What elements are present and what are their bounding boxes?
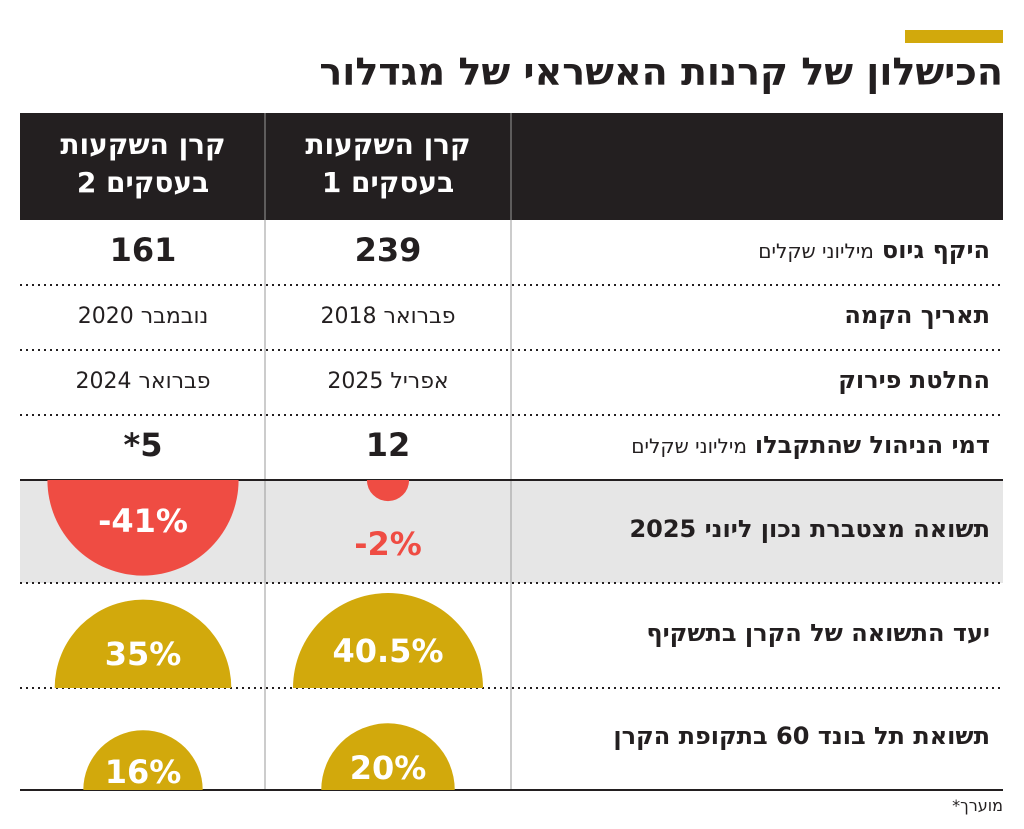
value: 239 [354, 230, 422, 269]
semicircle [321, 723, 455, 790]
value: נובמבר 2020 [77, 303, 209, 329]
column-header: קרן השקעות [305, 128, 471, 161]
value: 161 [109, 230, 177, 269]
accent-bar [905, 30, 1003, 43]
row-label: היקף גיוס מיליוני שקלים [758, 236, 990, 264]
value-label: -41% [98, 502, 188, 540]
row-label-text: תשואת תל בונד 60 בתקופת הקרן [613, 722, 990, 750]
row-label-text: תאריך הקמה [844, 300, 990, 329]
row-label-text: היקף גיוס [881, 235, 990, 264]
value: 12 [365, 425, 411, 464]
semicircle [83, 730, 203, 790]
value-label: 16% [104, 753, 182, 792]
value: פברואר 2024 [75, 368, 211, 394]
row-label-text: יעד התשואה של הקרן בתשקיף [646, 618, 990, 647]
column-header: בעסקים 2 [76, 166, 210, 199]
row-label: תשואה מצטברת נכון ליוני 2025 [629, 515, 990, 543]
negative-semicircle [47, 480, 239, 576]
row-label: תשואת תל בונד 60 בתקופת הקרן [613, 722, 990, 750]
row-label: יעד התשואה של הקרן בתשקיף [646, 619, 990, 647]
value-label: 20% [349, 749, 427, 788]
value: 5* [123, 425, 163, 464]
column-header: קרן השקעות [60, 128, 226, 161]
semicircle [54, 599, 232, 688]
value: פברואר 2018 [320, 303, 456, 329]
row-unit: מיליוני שקלים [758, 238, 874, 263]
row-label: החלטת פירוק [838, 366, 990, 394]
title: הכישלון של קרנות האשראי של מגדלור [319, 50, 1003, 94]
value-label: 40.5% [332, 631, 444, 670]
column-header: בעסקים 1 [321, 166, 455, 199]
negative-semicircle [366, 480, 410, 502]
row-unit: מיליוני שקלים [631, 433, 747, 458]
value: אפריל 2025 [327, 368, 449, 394]
row-label-text: דמי הניהול שהתקבלו [754, 430, 990, 459]
row-label: דמי הניהול שהתקבלו מיליוני שקלים [631, 431, 990, 459]
footnote: מוערך* [952, 796, 1003, 815]
value-label: 35% [104, 635, 182, 674]
row-label-text: תשואה מצטברת נכון ליוני 2025 [629, 514, 990, 543]
semicircle [293, 593, 483, 688]
value-label: -2% [354, 525, 422, 564]
row-label-text: החלטת פירוק [838, 365, 990, 394]
row-label: תאריך הקמה [844, 301, 990, 329]
